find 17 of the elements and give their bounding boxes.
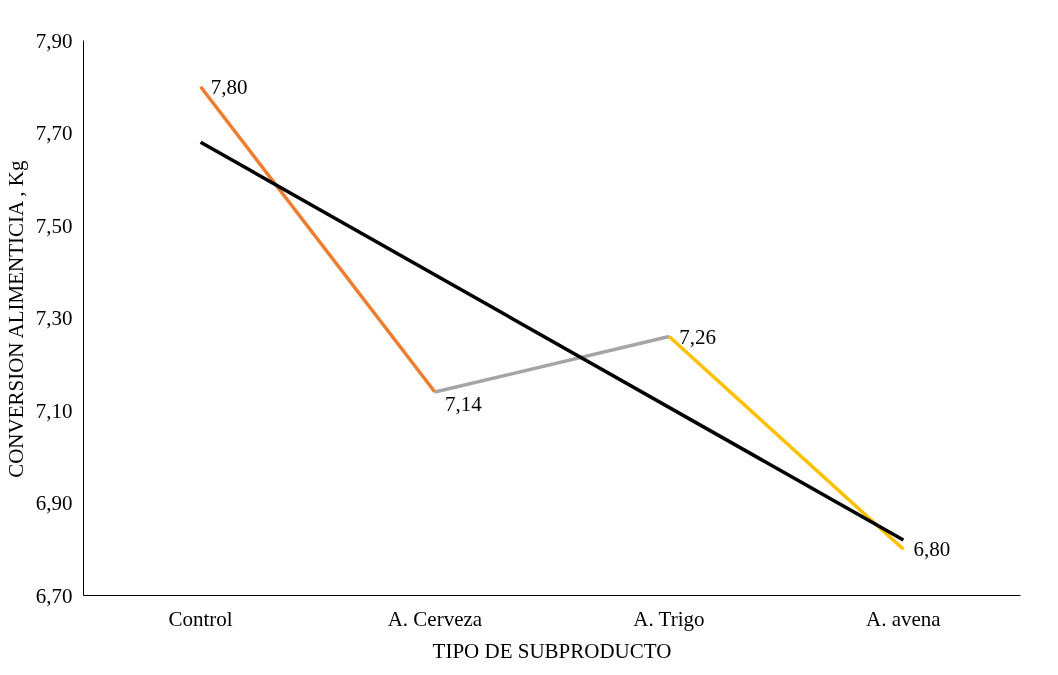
y-tick-label: 7,30 — [35, 306, 73, 330]
x-tick-label: A. Trigo — [633, 606, 705, 631]
y-tick-label: 7,70 — [35, 121, 73, 145]
data-label: 7,80 — [210, 74, 248, 99]
y-tick-label: 7,10 — [35, 398, 73, 423]
y-tick-label: 6,90 — [35, 491, 73, 515]
data-label: 7,14 — [444, 392, 483, 416]
x-tick-label: A. avena — [866, 606, 942, 631]
y-tick-label: 7,50 — [35, 213, 73, 238]
data-label: 7,26 — [679, 324, 716, 349]
y-tick-label: 6,70 — [35, 583, 73, 608]
x-axis-title: TIPO DE SUBPRODUCTO — [432, 638, 672, 663]
y-tick-label: 7,90 — [35, 28, 73, 53]
x-tick-label: A. Cerveza — [387, 606, 483, 631]
data-label: 6,80 — [913, 537, 951, 562]
x-tick-label: Control — [168, 606, 233, 631]
y-axis-title: CONVERSION ALIMENTICIA , Kg — [3, 159, 28, 478]
